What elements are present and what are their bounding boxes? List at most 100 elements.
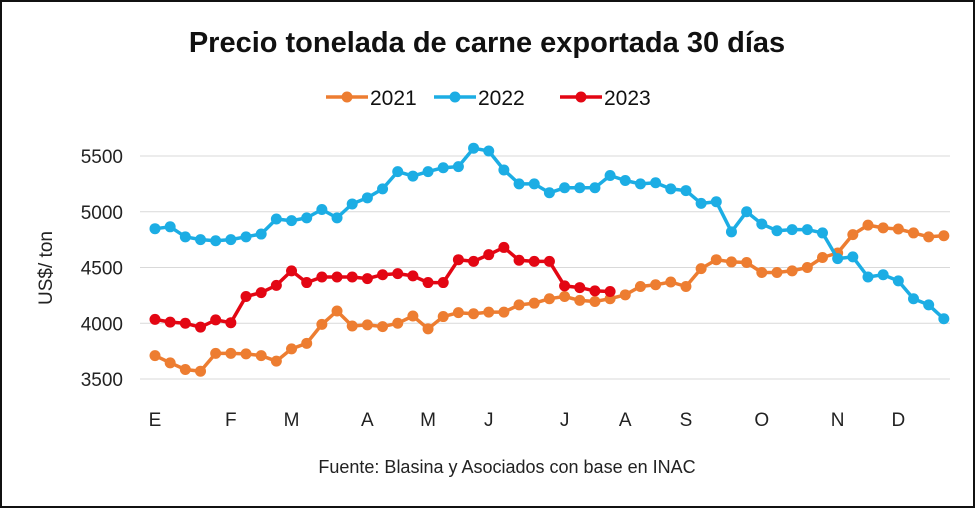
data-point-2022 (862, 271, 874, 283)
data-point-2022 (286, 215, 298, 227)
data-point-2023 (559, 280, 571, 292)
data-point-2023 (543, 255, 555, 267)
data-point-2021 (695, 263, 707, 275)
data-point-2022 (589, 182, 601, 194)
data-point-2022 (225, 234, 237, 246)
data-point-2022 (407, 170, 419, 182)
y-tick-label: 4500 (81, 259, 123, 280)
x-tick-label: J (560, 410, 570, 431)
x-tick-label: O (754, 410, 769, 431)
data-point-2021 (270, 355, 282, 367)
data-point-2021 (589, 296, 601, 308)
series-2021 (149, 219, 950, 377)
data-point-2023 (452, 254, 464, 266)
data-point-2021 (452, 307, 464, 319)
data-point-2022 (392, 166, 404, 178)
data-point-2023 (437, 277, 449, 289)
data-point-2023 (498, 241, 510, 253)
data-point-2021 (286, 343, 298, 355)
data-point-2021 (407, 310, 419, 322)
data-point-2022 (361, 192, 373, 204)
y-tick-label: 3500 (81, 370, 123, 391)
data-point-2022 (665, 183, 677, 195)
data-point-2021 (164, 357, 176, 369)
data-point-2022 (270, 213, 282, 225)
legend-item-2023: 2023 (560, 87, 651, 110)
data-point-2023 (225, 317, 237, 329)
data-point-2023 (468, 255, 480, 267)
data-point-2022 (528, 178, 540, 190)
data-point-2023 (286, 265, 298, 277)
series-line-2023 (154, 245, 611, 329)
legend-label-2023: 2023 (604, 87, 651, 110)
data-point-2022 (847, 251, 859, 263)
data-point-2022 (786, 224, 798, 236)
data-point-2022 (483, 145, 495, 157)
x-tick-label: M (420, 410, 436, 431)
data-point-2021 (801, 262, 813, 273)
data-point-2021 (771, 267, 783, 279)
data-point-2022 (210, 235, 222, 247)
data-point-2022 (832, 253, 844, 265)
data-point-2021 (392, 317, 404, 329)
data-point-2023 (346, 271, 358, 283)
legend: 2021 2022 2023 (326, 87, 651, 110)
data-point-2023 (195, 321, 207, 333)
x-tick-label: M (284, 410, 300, 431)
data-point-2023 (179, 317, 191, 329)
gridlines (140, 155, 950, 380)
data-point-2023 (361, 273, 373, 285)
data-point-2022 (346, 198, 358, 210)
x-tick-label: A (361, 410, 374, 431)
data-point-2022 (240, 231, 252, 243)
data-point-2021 (498, 306, 510, 318)
data-point-2021 (877, 222, 889, 234)
data-point-2021 (528, 297, 540, 309)
data-point-2023 (301, 277, 313, 289)
data-point-2022 (195, 234, 207, 246)
data-point-2022 (452, 161, 464, 173)
data-point-2021 (908, 227, 919, 239)
data-point-2023 (377, 269, 389, 281)
data-point-2022 (604, 170, 616, 182)
data-point-2022 (574, 182, 586, 194)
data-point-2021 (756, 267, 768, 279)
data-point-2022 (725, 226, 737, 238)
data-point-2022 (892, 275, 904, 287)
data-point-2022 (619, 175, 631, 187)
data-point-2021 (149, 350, 161, 362)
data-point-2023 (407, 270, 419, 282)
data-point-2022 (331, 212, 343, 224)
y-axis-ticks: 5500 5000 4500 4000 3500 (81, 147, 123, 391)
y-tick-label: 5000 (81, 203, 123, 224)
data-point-2021 (225, 347, 237, 359)
data-point-2023 (513, 254, 525, 266)
data-point-2023 (483, 249, 495, 261)
data-point-2022 (710, 196, 722, 208)
data-point-2022 (816, 227, 828, 239)
data-point-2023 (270, 279, 282, 291)
data-point-2023 (149, 313, 161, 325)
data-point-2021 (862, 219, 874, 231)
data-point-2021 (346, 320, 358, 332)
x-tick-label: N (831, 410, 845, 431)
data-point-2023 (422, 277, 434, 289)
data-point-2021 (513, 299, 525, 311)
y-axis-label: US$/ ton (36, 231, 57, 305)
data-point-2021 (543, 293, 555, 305)
legend-label-2022: 2022 (478, 87, 525, 110)
data-point-2022 (680, 185, 692, 197)
data-point-2023 (255, 287, 267, 299)
data-point-2021 (619, 289, 631, 301)
data-point-2021 (377, 321, 389, 333)
data-point-2022 (316, 204, 328, 216)
data-point-2023 (316, 271, 328, 283)
data-point-2021 (210, 347, 222, 359)
x-tick-label: A (619, 410, 632, 431)
data-point-2022 (543, 187, 555, 199)
data-point-2022 (923, 299, 935, 311)
data-point-2022 (422, 166, 434, 178)
data-point-2021 (816, 251, 828, 263)
data-point-2022 (877, 269, 889, 281)
